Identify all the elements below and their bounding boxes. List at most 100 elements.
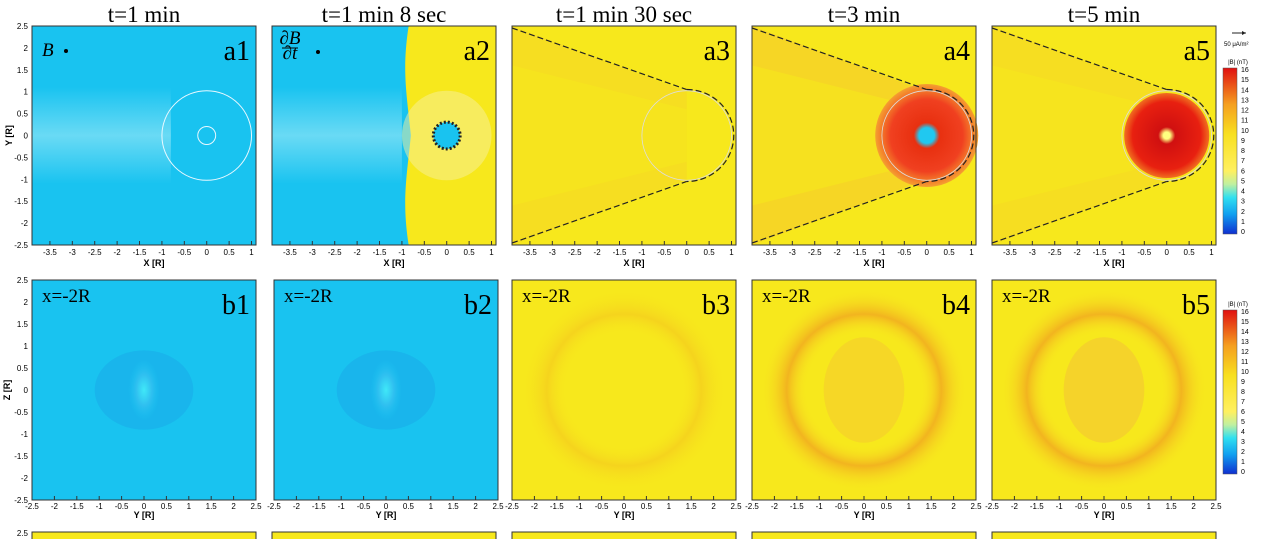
vector-arrowhead [1242, 31, 1246, 35]
colorbar-tick-label: 5 [1241, 419, 1245, 426]
panel-frame [31, 25, 257, 246]
x-tick-label: 2 [951, 502, 956, 511]
y-axis-label: Y [R] [4, 125, 14, 146]
panel-background [511, 531, 737, 539]
x-tick-label: -2.5 [25, 502, 39, 511]
x-tick-label: -2 [293, 502, 301, 511]
colorbar-tick-label: 13 [1241, 97, 1249, 104]
x-tick-label: -1 [1056, 502, 1064, 511]
colorbar-tick-label: 16 [1241, 67, 1249, 74]
x-tick-label: 1 [1209, 248, 1214, 257]
x-tick-label: 2 [473, 502, 478, 511]
x-tick-label: -1.5 [550, 502, 564, 511]
x-tick-label: 0 [622, 502, 627, 511]
y-tick-label: 1 [24, 88, 29, 97]
colorbar-tick-label: 2 [1241, 449, 1245, 456]
body-outline [1121, 90, 1212, 181]
boundary [1166, 88, 1215, 183]
colorbar-tick-label: 6 [1241, 168, 1245, 175]
panel-background [271, 531, 497, 539]
x-tick-label: -1 [816, 502, 824, 511]
x-tick-label: -1.5 [1030, 502, 1044, 511]
x-tick-label: 0 [444, 248, 449, 257]
y-tick-label: -1 [21, 175, 29, 184]
x-tick-label: 1 [729, 248, 734, 257]
x-tick-label: -1 [158, 248, 166, 257]
annotation: x=-2R [42, 286, 91, 307]
colorbar-tick-label: 4 [1241, 189, 1245, 196]
x-tick-label: -0.5 [417, 248, 431, 257]
colorbar-tick-label: 9 [1241, 138, 1245, 145]
colorbar-tick-label: 10 [1241, 369, 1249, 376]
x-tick-label: 1 [489, 248, 494, 257]
symbol: B [42, 40, 54, 61]
colorbar-tick-label: 1 [1241, 459, 1245, 466]
annotation: x=-2R [1002, 286, 1051, 307]
x-tick-label: 1.5 [1166, 502, 1178, 511]
x-tick-label: -2.5 [808, 248, 822, 257]
field-ring [760, 288, 968, 492]
y-tick-label: 1.5 [17, 320, 29, 329]
colorbar-tick-label: 7 [1241, 399, 1245, 406]
panel: a5 -3.5 -3 -2.5 -2 -1.5 -1 -0.5 0 0.5 1 X [R] [991, 25, 1217, 268]
field-ring [520, 288, 728, 492]
x-tick-label: -0.5 [595, 502, 609, 511]
x-tick-label: -3.5 [43, 248, 57, 257]
colorbar-tick-label: 11 [1241, 118, 1248, 125]
panel: x=-2R b4 -2.5 -2 -1.5 -1 -0.5 0 0.5 1 1.5 2 2.5 Y [R] [745, 279, 982, 520]
body-field [875, 83, 979, 188]
colorbar-tick-label: 9 [1241, 379, 1245, 386]
x-tick-label: 1.5 [686, 502, 698, 511]
x-tick-label: -3.5 [523, 248, 537, 257]
y-tick-label: 0 [24, 132, 29, 141]
boundary [751, 180, 927, 244]
cone-inner [752, 65, 927, 206]
x-tick-label: -2 [531, 502, 539, 511]
x-axis-label: Y [R] [134, 510, 155, 520]
colorbar-tick-label: 6 [1241, 409, 1245, 416]
x-tick-label: 0 [142, 502, 147, 511]
y-axis-label: Z [R] [2, 380, 12, 401]
x-tick-label: -2.5 [1048, 248, 1062, 257]
y-tick-label: 0 [24, 386, 29, 395]
colorbar-title: |B| (nT) [1228, 60, 1248, 66]
x-tick-label: 1 [969, 248, 974, 257]
x-tick-label: -2.5 [745, 502, 759, 511]
panel: x=-2R b5 -2.5 -2 -1.5 -1 -0.5 0 0.5 1 1.5 2 2.5 Y [R] [985, 279, 1222, 520]
x-tick-label: -2 [51, 502, 59, 511]
x-tick-label: 1 [187, 502, 192, 511]
x-tick-label: 1 [907, 502, 912, 511]
panel-label: a5 [1184, 36, 1210, 67]
field-core [1063, 337, 1145, 443]
symbol-dot [316, 50, 320, 54]
cone-inner [512, 65, 687, 206]
colorbar-tick-label: 1 [1241, 219, 1245, 226]
wake-band [272, 87, 402, 184]
y-tick-label: -1 [21, 430, 29, 439]
x-tick-label: -0.5 [115, 502, 129, 511]
x-tick-label: -2 [114, 248, 122, 257]
x-axis-label: X [R] [384, 258, 405, 268]
x-tick-label: 1.5 [206, 502, 218, 511]
body-outline [881, 90, 972, 181]
colorbar-tick-label: 11 [1241, 359, 1248, 366]
x-tick-label: -0.5 [357, 502, 371, 511]
colorbar-tick-label: 15 [1241, 319, 1249, 326]
colorbar-tick-label: 7 [1241, 158, 1245, 165]
y-tick-label: 2.5 [17, 276, 29, 285]
column-title: t=1 min [108, 2, 181, 27]
panel-background [751, 531, 977, 539]
colorbar-tick-label: 3 [1241, 199, 1245, 206]
x-tick-label: 1.5 [926, 502, 938, 511]
symbol: ∂t [283, 43, 298, 64]
y-tick-label: -2.5 [14, 496, 28, 505]
x-tick-label: -3 [69, 248, 77, 257]
x-tick-label: 2.5 [250, 502, 262, 511]
y-tick-label: 0.5 [17, 110, 29, 119]
colorbar-tick-label: 14 [1241, 87, 1249, 94]
x-tick-label: -0.5 [835, 502, 849, 511]
x-tick-label: 2 [1191, 502, 1196, 511]
x-tick-label: -1 [338, 502, 346, 511]
x-tick-label: 1 [667, 502, 672, 511]
